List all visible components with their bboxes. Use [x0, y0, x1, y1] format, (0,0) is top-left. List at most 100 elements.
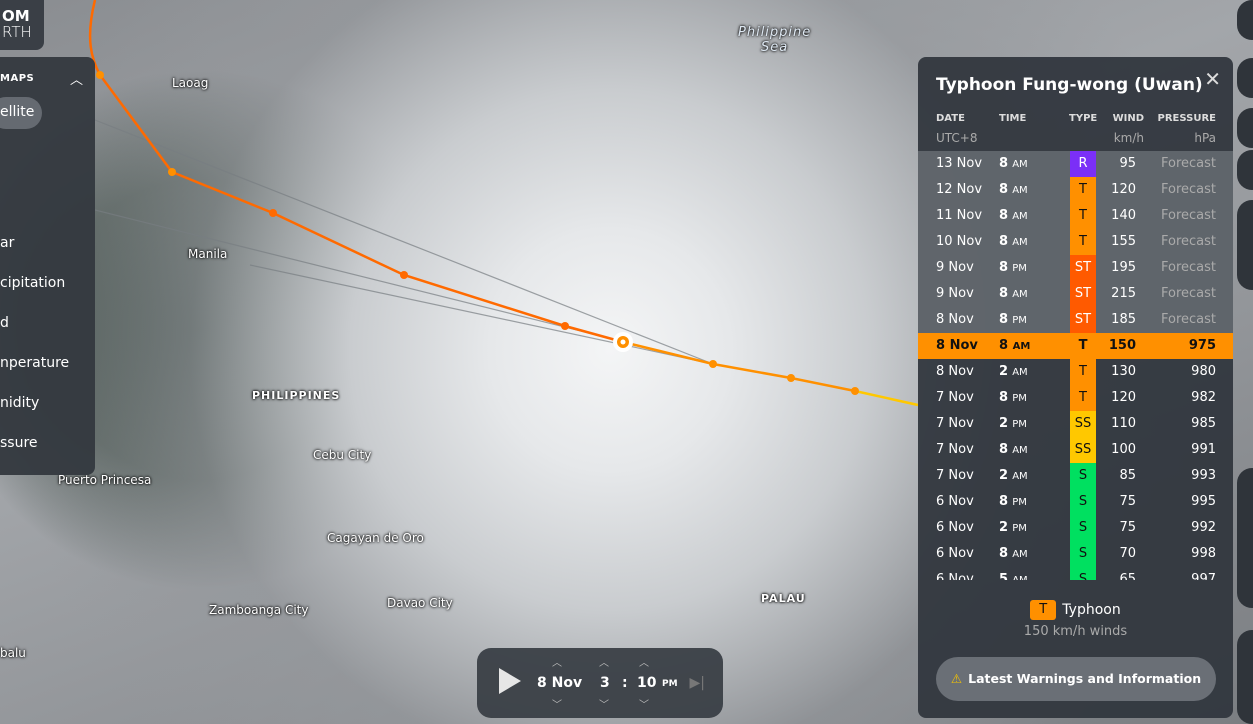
row-wind: 110: [1111, 416, 1136, 431]
header-type: TYPE: [1069, 113, 1098, 124]
row-date: 10 Nov: [936, 234, 983, 249]
warnings-button[interactable]: ⚠ Latest Warnings and Information: [936, 657, 1216, 701]
row-type: S: [1070, 567, 1096, 580]
row-time: 8 PM: [999, 260, 1027, 275]
row-time: 2 AM: [999, 364, 1028, 379]
header-pressure: PRESSURE: [1157, 113, 1216, 124]
row-wind: 65: [1119, 572, 1136, 580]
row-pressure: Forecast: [1160, 208, 1216, 223]
play-icon[interactable]: [499, 668, 521, 694]
tools-button[interactable]: [1237, 200, 1253, 290]
row-pressure: Forecast: [1160, 260, 1216, 275]
table-row[interactable]: 6 Nov 8 PM S 75 995: [918, 489, 1233, 515]
table-row[interactable]: 7 Nov 2 PM SS 110 985: [918, 411, 1233, 437]
row-date: 6 Nov: [936, 546, 974, 561]
row-time: 8 AM: [999, 338, 1031, 353]
table-row[interactable]: 13 Nov 8 AM R 95 Forecast: [918, 151, 1233, 177]
map-item-wind[interactable]: d: [0, 315, 9, 331]
row-time: 8 AM: [999, 234, 1028, 249]
row-pressure: 993: [1191, 468, 1216, 483]
row-pressure: 992: [1191, 520, 1216, 535]
category-badge: T: [1030, 599, 1057, 620]
settings-button[interactable]: [1237, 58, 1253, 98]
map-label-laoag: Laoag: [172, 76, 209, 90]
table-row[interactable]: 8 Nov 2 AM T 130 980: [918, 359, 1233, 385]
header-wind-unit: km/h: [1113, 131, 1144, 145]
warning-icon: ⚠: [950, 671, 963, 686]
map-item-pressure[interactable]: ssure: [0, 435, 38, 451]
row-time: 8 PM: [999, 494, 1027, 509]
row-pressure: 985: [1191, 416, 1216, 431]
row-wind: 70: [1119, 546, 1136, 561]
hour-down-icon[interactable]: ﹀: [599, 700, 609, 711]
row-date: 6 Nov: [936, 572, 974, 580]
skip-to-end-icon[interactable]: ▶|: [689, 675, 705, 691]
forecast-cone: [94, 119, 714, 365]
row-pressure: 995: [1191, 494, 1216, 509]
past-track: [622, 340, 856, 393]
zoom-controls[interactable]: [1237, 468, 1253, 608]
table-row[interactable]: 6 Nov 8 AM S 70 998: [918, 541, 1233, 567]
map-label-palau: PALAU: [761, 592, 806, 605]
header-wind: WIND: [1112, 113, 1144, 124]
row-time: 8 AM: [999, 182, 1028, 197]
chevron-up-icon[interactable]: ︿: [69, 73, 83, 88]
hour-up-icon[interactable]: ︿: [599, 658, 609, 669]
map-item-temperature[interactable]: nperature: [0, 355, 70, 371]
row-pressure: Forecast: [1160, 234, 1216, 249]
storm-table[interactable]: 13 Nov 8 AM R 95 Forecast 12 Nov 8 AM T 1…: [918, 151, 1233, 580]
row-type: S: [1070, 463, 1096, 489]
minute-down-icon[interactable]: ﹀: [639, 700, 649, 711]
row-time: 5 AM: [999, 572, 1028, 580]
row-date: 7 Nov: [936, 390, 974, 405]
row-wind: 155: [1111, 234, 1136, 249]
row-pressure: 991: [1191, 442, 1216, 457]
search-button[interactable]: [1237, 0, 1253, 40]
row-date: 8 Nov: [936, 338, 978, 353]
table-row[interactable]: 12 Nov 8 AM T 120 Forecast: [918, 177, 1233, 203]
map-label-balu: balu: [0, 646, 26, 660]
table-row-current[interactable]: 8 Nov 8 AM T 150 975: [918, 333, 1233, 359]
table-row[interactable]: 9 Nov 8 AM ST 215 Forecast: [918, 281, 1233, 307]
table-row[interactable]: 9 Nov 8 PM ST 195 Forecast: [918, 255, 1233, 281]
row-pressure: 975: [1188, 338, 1216, 353]
map-item-radar[interactable]: ar: [0, 235, 15, 251]
row-wind: 85: [1119, 468, 1136, 483]
table-row[interactable]: 8 Nov 8 PM ST 185 Forecast: [918, 307, 1233, 333]
date-up-icon[interactable]: ︿: [552, 658, 562, 669]
row-wind: 140: [1111, 208, 1136, 223]
row-pressure: Forecast: [1160, 182, 1216, 197]
theme-button[interactable]: [1237, 108, 1253, 148]
typhoon-icon: [613, 332, 633, 352]
map-item-satellite[interactable]: ellite: [0, 97, 42, 129]
timeline-minute: 10: [637, 675, 657, 691]
row-wind: 120: [1111, 182, 1136, 197]
table-row[interactable]: 7 Nov 2 AM S 85 993: [918, 463, 1233, 489]
timeline-control: ︿ ﹀ 8 Nov ︿ ﹀ 3 : ︿ ﹀ 10 PM ▶|: [477, 648, 723, 718]
table-row[interactable]: 6 Nov 5 AM S 65 997: [918, 567, 1233, 580]
table-row[interactable]: 7 Nov 8 PM T 120 982: [918, 385, 1233, 411]
date-down-icon[interactable]: ﹀: [552, 700, 562, 711]
table-row[interactable]: 11 Nov 8 AM T 140 Forecast: [918, 203, 1233, 229]
layers-button[interactable]: [1237, 150, 1253, 190]
map-item-humidity[interactable]: nidity: [0, 395, 40, 411]
row-type: T: [1070, 385, 1096, 411]
category-winds: 150 km/h winds: [1023, 623, 1128, 639]
past-track-early: [854, 389, 919, 407]
map-label-philippines: PHILIPPINES: [252, 389, 341, 402]
minute-up-icon[interactable]: ︿: [639, 658, 649, 669]
row-date: 7 Nov: [936, 416, 974, 431]
row-type: R: [1070, 151, 1096, 177]
close-icon[interactable]: ✕: [1204, 67, 1221, 91]
table-row[interactable]: 6 Nov 2 PM S 75 992: [918, 515, 1233, 541]
row-pressure: 982: [1191, 390, 1216, 405]
row-time: 8 AM: [999, 156, 1028, 171]
timeline-date: 8 Nov: [537, 675, 583, 691]
logo[interactable]: OM RTH: [0, 0, 44, 50]
map-item-precipitation[interactable]: cipitation: [0, 275, 66, 291]
row-pressure: Forecast: [1160, 156, 1216, 171]
row-date: 13 Nov: [936, 156, 983, 171]
table-row[interactable]: 7 Nov 8 AM SS 100 991: [918, 437, 1233, 463]
map-controls[interactable]: [1237, 630, 1253, 724]
table-row[interactable]: 10 Nov 8 AM T 155 Forecast: [918, 229, 1233, 255]
